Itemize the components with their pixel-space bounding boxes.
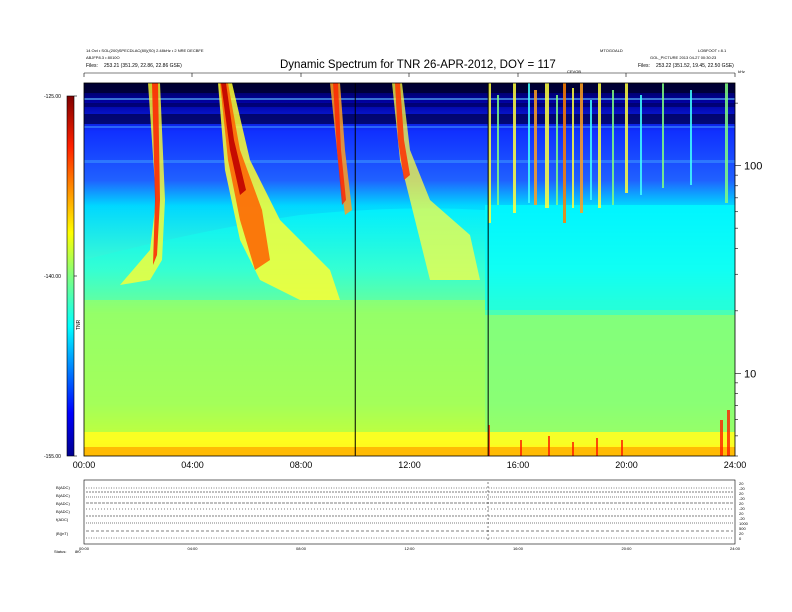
strip-footer-value: 8f0 <box>75 549 81 554</box>
strip-row-label: B(ADC) <box>56 493 70 498</box>
strip-traces <box>86 487 733 539</box>
y-tick-label: 10 <box>744 368 756 380</box>
strip-right-tick-label: 20 <box>739 511 744 516</box>
header-left-files-value: 253.21 (351.29, 22.86, 22.86 GSE) <box>104 63 182 69</box>
x-tick-label: 12:00 <box>398 460 421 470</box>
strip-right-tick-label: 500 <box>739 526 746 531</box>
x-tick-label: 20:00 <box>615 460 638 470</box>
strip-right-tick-label: 1000 <box>739 521 749 526</box>
x-tick-label: 00:00 <box>73 460 96 470</box>
header-right-line1b: LOBFOOT • 8.1 <box>698 48 727 53</box>
colorbar-top-label: -125.00 <box>44 94 61 100</box>
spectrum-frame <box>83 82 736 457</box>
header-left-line1: 14 Oct • SOL(200)SPECDLAC(80)(S0) 2.48kH… <box>86 48 204 53</box>
mid-marker-label: CEVOB <box>567 69 582 74</box>
strip-x-tick-label: 04:00 <box>187 546 198 551</box>
header-right-line1: MTOGOALD <box>600 48 623 53</box>
chart-title: Dynamic Spectrum for TNR 26-APR-2012, DO… <box>280 59 556 71</box>
header-left-line2: ABJFP8.3 • 8010O <box>86 55 120 60</box>
strip-x-tick-label: 20:00 <box>621 546 632 551</box>
colorbar-bottom-label: -155.00 <box>44 454 61 460</box>
strip-row-label: B(ADC) <box>56 501 70 506</box>
y-tick-label: 100 <box>744 161 762 173</box>
x-tick-label: 08:00 <box>290 460 313 470</box>
header-right-files-value: 253.22 (351.52, 19.45, 22.50 GSE) <box>656 63 734 69</box>
right-axis-unit: kHz <box>738 69 745 74</box>
header-right-line2: GOL_PICTURE 2013 04-27 00:30:23 <box>650 55 717 60</box>
strip-footer-label: Status: <box>54 549 66 554</box>
strip-right-tick-label: 0 <box>739 536 742 541</box>
x-tick-label: 24:00 <box>724 460 747 470</box>
strip-right-tick-label: -20 <box>739 516 746 521</box>
strip-row-label: B(ADC) <box>56 509 70 514</box>
strip-right-tick-label: 20 <box>739 501 744 506</box>
strip-row-label: |B|(nT) <box>56 531 69 536</box>
header-left-files-label: Files: <box>86 63 98 69</box>
strip-x-tick-label: 08:00 <box>296 546 307 551</box>
strip-right-tick-label: 20 <box>739 491 744 496</box>
strip-right-tick-label: -20 <box>739 496 746 501</box>
header-right-files-label: Files: <box>638 63 650 69</box>
x-tick-label: 16:00 <box>507 460 530 470</box>
strip-x-tick-label: 12:00 <box>404 546 415 551</box>
colorbar-mid-label: -140.00 <box>44 274 61 280</box>
right-axis-tick-labels: 10 100 <box>744 161 762 381</box>
strip-x-tick-label: 16:00 <box>513 546 524 551</box>
right-axis-ticks <box>735 102 741 457</box>
strip-row-label: B(ADC) <box>56 485 70 490</box>
x-tick-label: 04:00 <box>181 460 204 470</box>
strip-row-labels: B(ADC) B(ADC) B(ADC) B(ADC) f(ADC) |B|(nT) <box>56 485 70 536</box>
strip-row-label: f(ADC) <box>56 517 69 522</box>
strip-x-tick-label: 24:00 <box>730 546 741 551</box>
colorbar <box>66 95 75 457</box>
strip-frame <box>83 479 736 545</box>
colorbar-axis-label: TNR <box>76 319 82 330</box>
x-axis-tick-labels: 00:00 04:00 08:00 12:00 16:00 20:00 24:00 <box>73 460 747 470</box>
strip-x-tick-labels: 00:00 04:00 08:00 12:00 16:00 20:00 24:00 <box>79 546 741 551</box>
strip-right-tick-label: 20 <box>739 481 744 486</box>
strip-x-tick-label: 00:00 <box>79 546 90 551</box>
strip-right-tick-label: -20 <box>739 506 746 511</box>
strip-right-tick-label: -20 <box>739 486 746 491</box>
spectrum-heatmap <box>84 83 735 456</box>
strip-right-tick-label: 20 <box>739 531 744 536</box>
